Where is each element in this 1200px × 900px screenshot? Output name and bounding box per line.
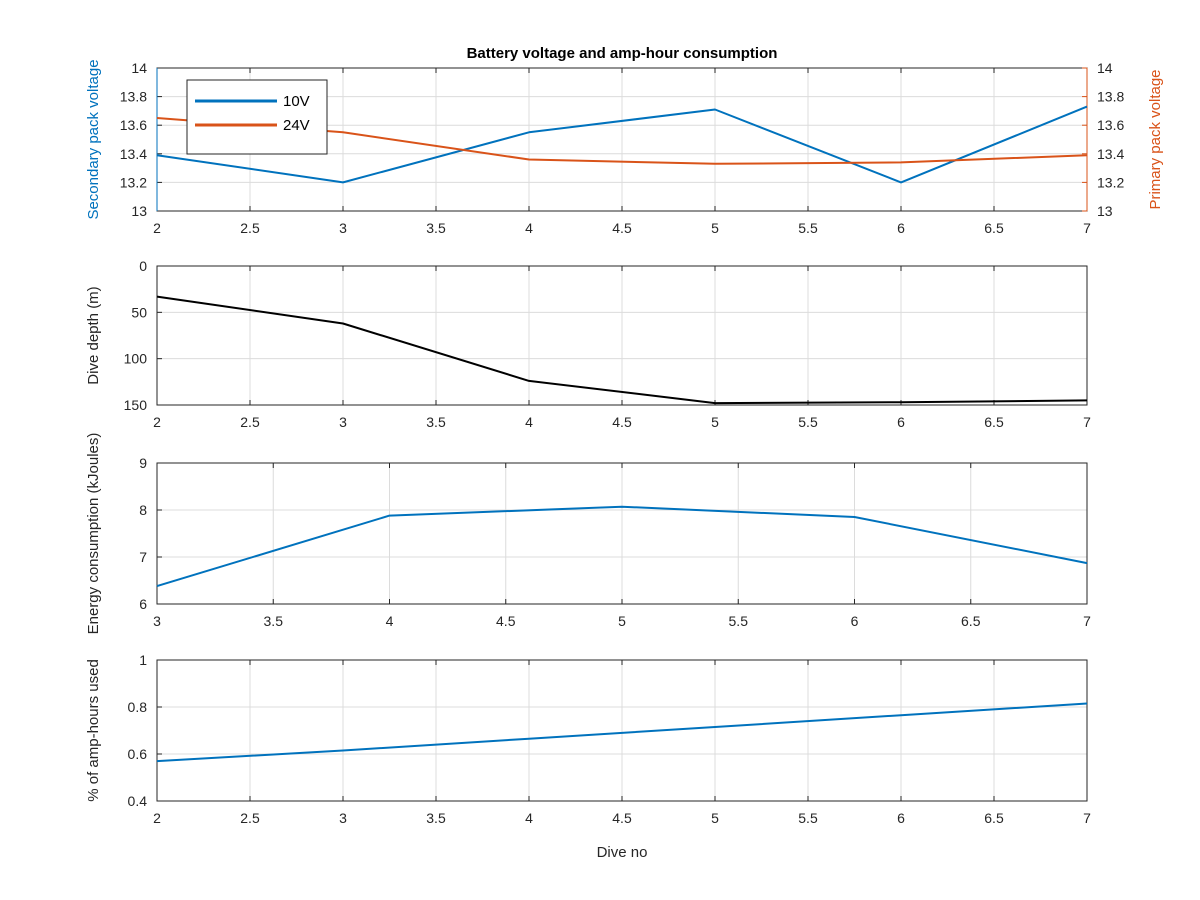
y-right-tick-label: 13.2 <box>1097 174 1124 190</box>
x-tick-label: 3 <box>339 810 347 826</box>
x-tick-label: 3 <box>339 220 347 236</box>
y-tick-label: 7 <box>139 549 147 565</box>
legend-label-24v: 24V <box>283 117 310 134</box>
x-tick-label: 4 <box>386 613 394 629</box>
y-tick-label: 100 <box>124 351 148 367</box>
series-line-1 <box>156 295 1088 405</box>
x-tick-label: 4.5 <box>612 220 632 236</box>
y-tick-label: 150 <box>124 397 148 413</box>
y-tick-label: 1 <box>139 652 147 668</box>
y-tick-label: 14 <box>131 60 147 76</box>
x-tick-label: 3.5 <box>264 613 284 629</box>
y-right-tick-label: 13.6 <box>1097 117 1124 133</box>
x-tick-label: 5.5 <box>798 810 818 826</box>
x-tick-label: 4 <box>525 810 533 826</box>
y-axis-label: Secondary pack voltage <box>85 59 102 219</box>
y-tick-label: 13.2 <box>120 174 147 190</box>
chart-panel-2: 2 2.5 3 3.5 4 4.5 5 5.5 6 6.5 7 0 50 100 150 Dive depth… <box>85 258 1091 430</box>
series-line-1 <box>156 702 1088 763</box>
x-tick-label: 5 <box>711 414 719 430</box>
x-tick-label: 5 <box>711 810 719 826</box>
x-tick-label: 3 <box>339 414 347 430</box>
x-tick-label: 3.5 <box>426 810 446 826</box>
y-tick-label: 8 <box>139 502 147 518</box>
x-tick-label: 6.5 <box>984 220 1004 236</box>
chart-panel-4: 2 2.5 3 3.5 4 4.5 5 5.5 6 6.5 7 0.4 0.6 0.8 1 % of amp-… <box>85 652 1091 861</box>
x-tick-label: 3.5 <box>426 220 446 236</box>
x-tick-label: 5 <box>618 613 626 629</box>
x-tick-label: 5 <box>711 220 719 236</box>
x-tick-label: 6 <box>897 220 905 236</box>
chart-title: Battery voltage and amp-hour consumption <box>467 45 778 62</box>
y-right-tick-label: 13.4 <box>1097 146 1124 162</box>
y-tick-label: 6 <box>139 596 147 612</box>
x-tick-label: 7 <box>1083 613 1091 629</box>
y-tick-label: 0 <box>139 258 147 274</box>
y-tick-label: 9 <box>139 455 147 471</box>
x-tick-label: 2 <box>153 414 161 430</box>
x-tick-label: 2.5 <box>240 220 260 236</box>
y-right-axis-label: Primary pack voltage <box>1147 69 1164 209</box>
y-tick-label: 13.4 <box>120 146 147 162</box>
x-tick-label: 3.5 <box>426 414 446 430</box>
x-tick-label: 7 <box>1083 220 1091 236</box>
y-tick-label: 0.6 <box>128 746 148 762</box>
y-tick-label: 13 <box>131 203 147 219</box>
chart-panel-1: 2 2.5 3 3.5 4 4.5 5 5.5 6 6.5 7 13 13.2 13.4 13.6 13.8 1… <box>85 45 1164 236</box>
x-tick-label: 2.5 <box>240 810 260 826</box>
y-tick-label: 13.8 <box>120 89 147 105</box>
y-axis-label: Dive depth (m) <box>85 286 102 384</box>
x-tick-label: 3 <box>153 613 161 629</box>
x-tick-label: 6 <box>851 613 859 629</box>
legend-label-10v: 10V <box>283 93 310 110</box>
y-tick-label: 13.6 <box>120 117 147 133</box>
y-right-tick-label: 14 <box>1097 60 1113 76</box>
x-tick-label: 5.5 <box>798 414 818 430</box>
x-tick-label: 4.5 <box>612 810 632 826</box>
x-tick-label: 2.5 <box>240 414 260 430</box>
y-tick-label: 50 <box>131 304 147 320</box>
x-axis-label: Dive no <box>597 844 648 861</box>
x-tick-label: 7 <box>1083 414 1091 430</box>
y-axis-label: % of amp-hours used <box>85 659 102 802</box>
y-right-tick-label: 13.8 <box>1097 89 1124 105</box>
x-tick-label: 2 <box>153 220 161 236</box>
x-tick-label: 6.5 <box>961 613 981 629</box>
x-tick-label: 4 <box>525 220 533 236</box>
legend-box <box>186 79 328 155</box>
x-tick-label: 2 <box>153 810 161 826</box>
y-tick-label: 0.8 <box>128 699 148 715</box>
series-line-10v <box>156 105 1088 184</box>
x-tick-label: 6.5 <box>984 810 1004 826</box>
series-line-1 <box>156 505 1088 588</box>
x-tick-label: 5.5 <box>729 613 749 629</box>
y-axis-label: Energy consumption (kJoules) <box>85 433 102 635</box>
y-right-tick-label: 13 <box>1097 203 1113 219</box>
x-tick-label: 6.5 <box>984 414 1004 430</box>
x-tick-label: 6 <box>897 414 905 430</box>
chart-panel-3: 3 3.5 4 4.5 5 5.5 6 6.5 7 6 7 8 9 Energy consumption … <box>85 433 1091 635</box>
x-tick-label: 7 <box>1083 810 1091 826</box>
y-tick-label: 0.4 <box>128 793 148 809</box>
x-tick-label: 5.5 <box>798 220 818 236</box>
x-tick-label: 6 <box>897 810 905 826</box>
x-tick-label: 4.5 <box>496 613 516 629</box>
x-tick-label: 4.5 <box>612 414 632 430</box>
x-tick-label: 4 <box>525 414 533 430</box>
